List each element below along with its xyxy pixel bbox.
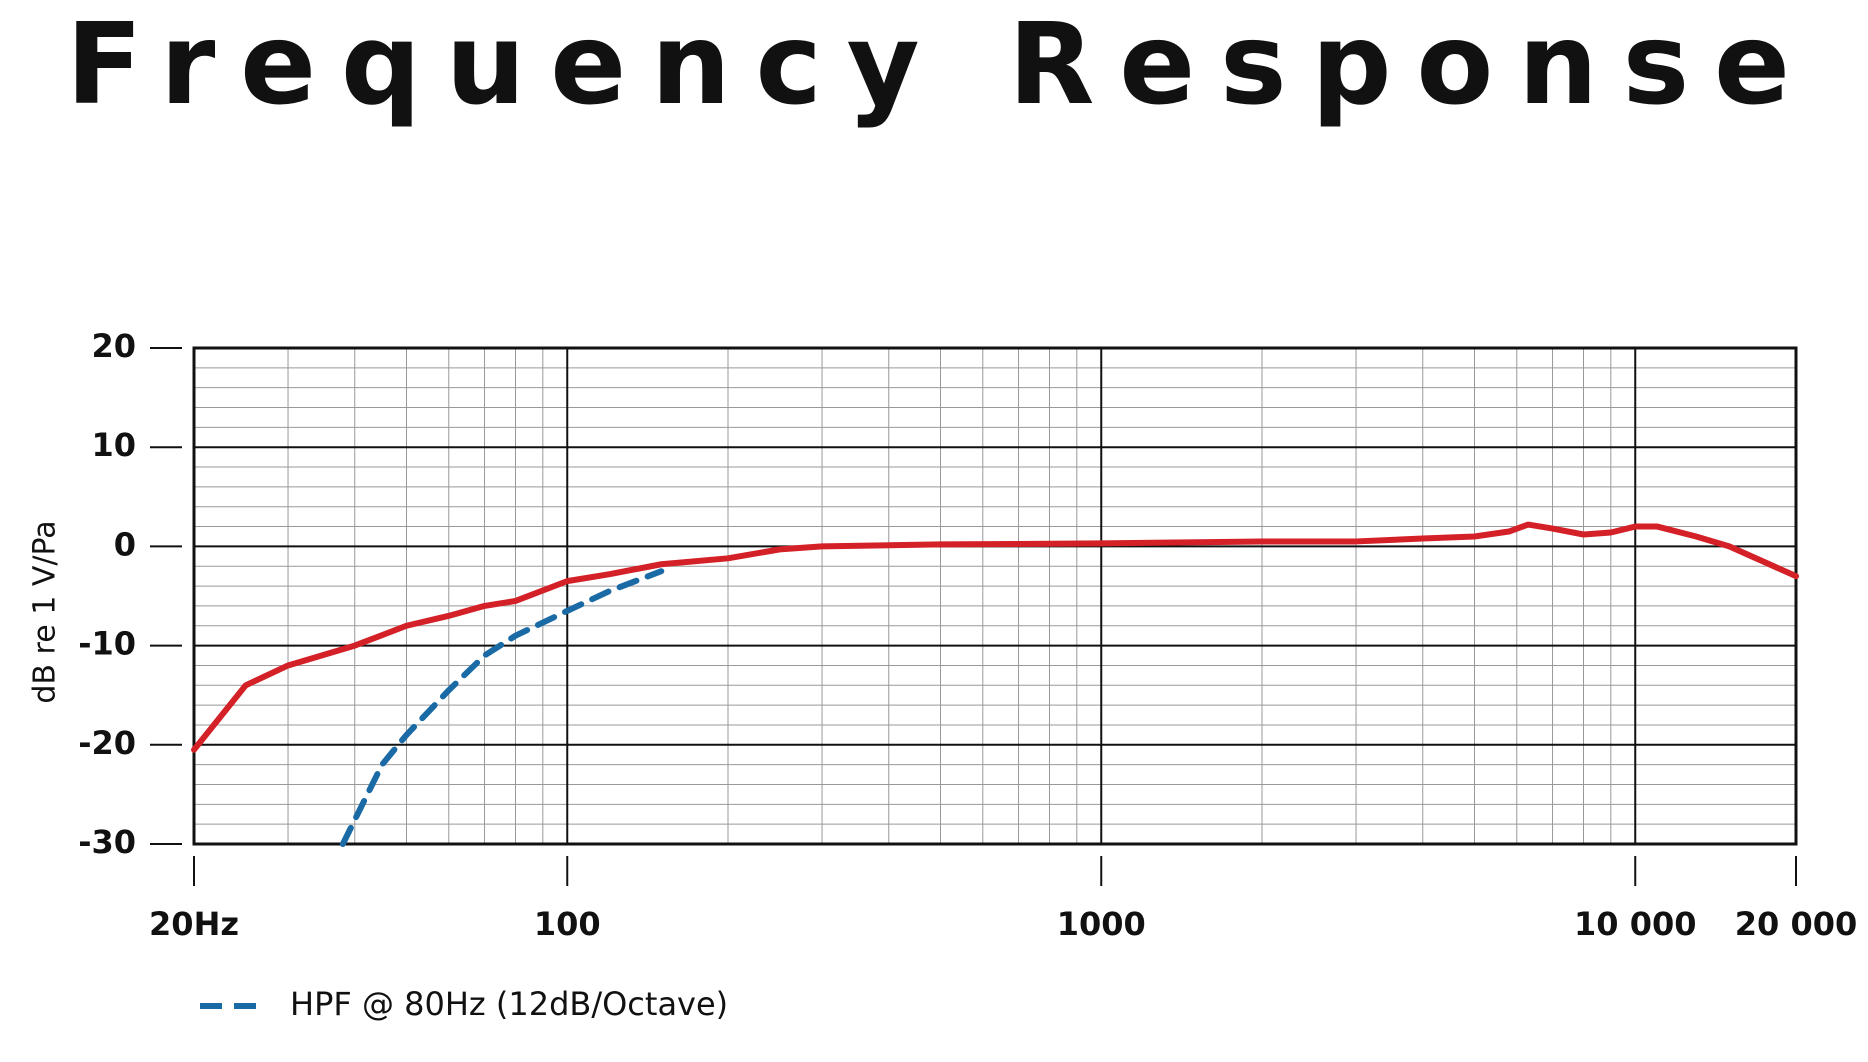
y-tick-label: 10 [91, 426, 136, 464]
series-line [339, 568, 665, 847]
plot-frame [192, 346, 1798, 846]
y-tick-label: -10 [78, 625, 136, 663]
y-tick-label: -20 [78, 724, 136, 762]
y-tick-label: 20 [91, 327, 136, 365]
x-tick-label: 20 000 [1735, 905, 1857, 943]
y-tick-label: 0 [114, 525, 136, 563]
y-tick-label: -30 [78, 823, 136, 861]
x-tick-label: 1000 [1057, 905, 1146, 943]
x-tick-label: 10 000 [1574, 905, 1696, 943]
y-axis-label: dB re 1 V/Pa [28, 520, 63, 703]
x-tick-label: 100 [534, 905, 601, 943]
x-tick-label: 20Hz [149, 905, 239, 943]
chart-title: Frequency Response [66, 0, 1790, 130]
series-line [191, 521, 1799, 753]
legend-label: HPF @ 80Hz (12dB/Octave) [290, 985, 728, 1023]
